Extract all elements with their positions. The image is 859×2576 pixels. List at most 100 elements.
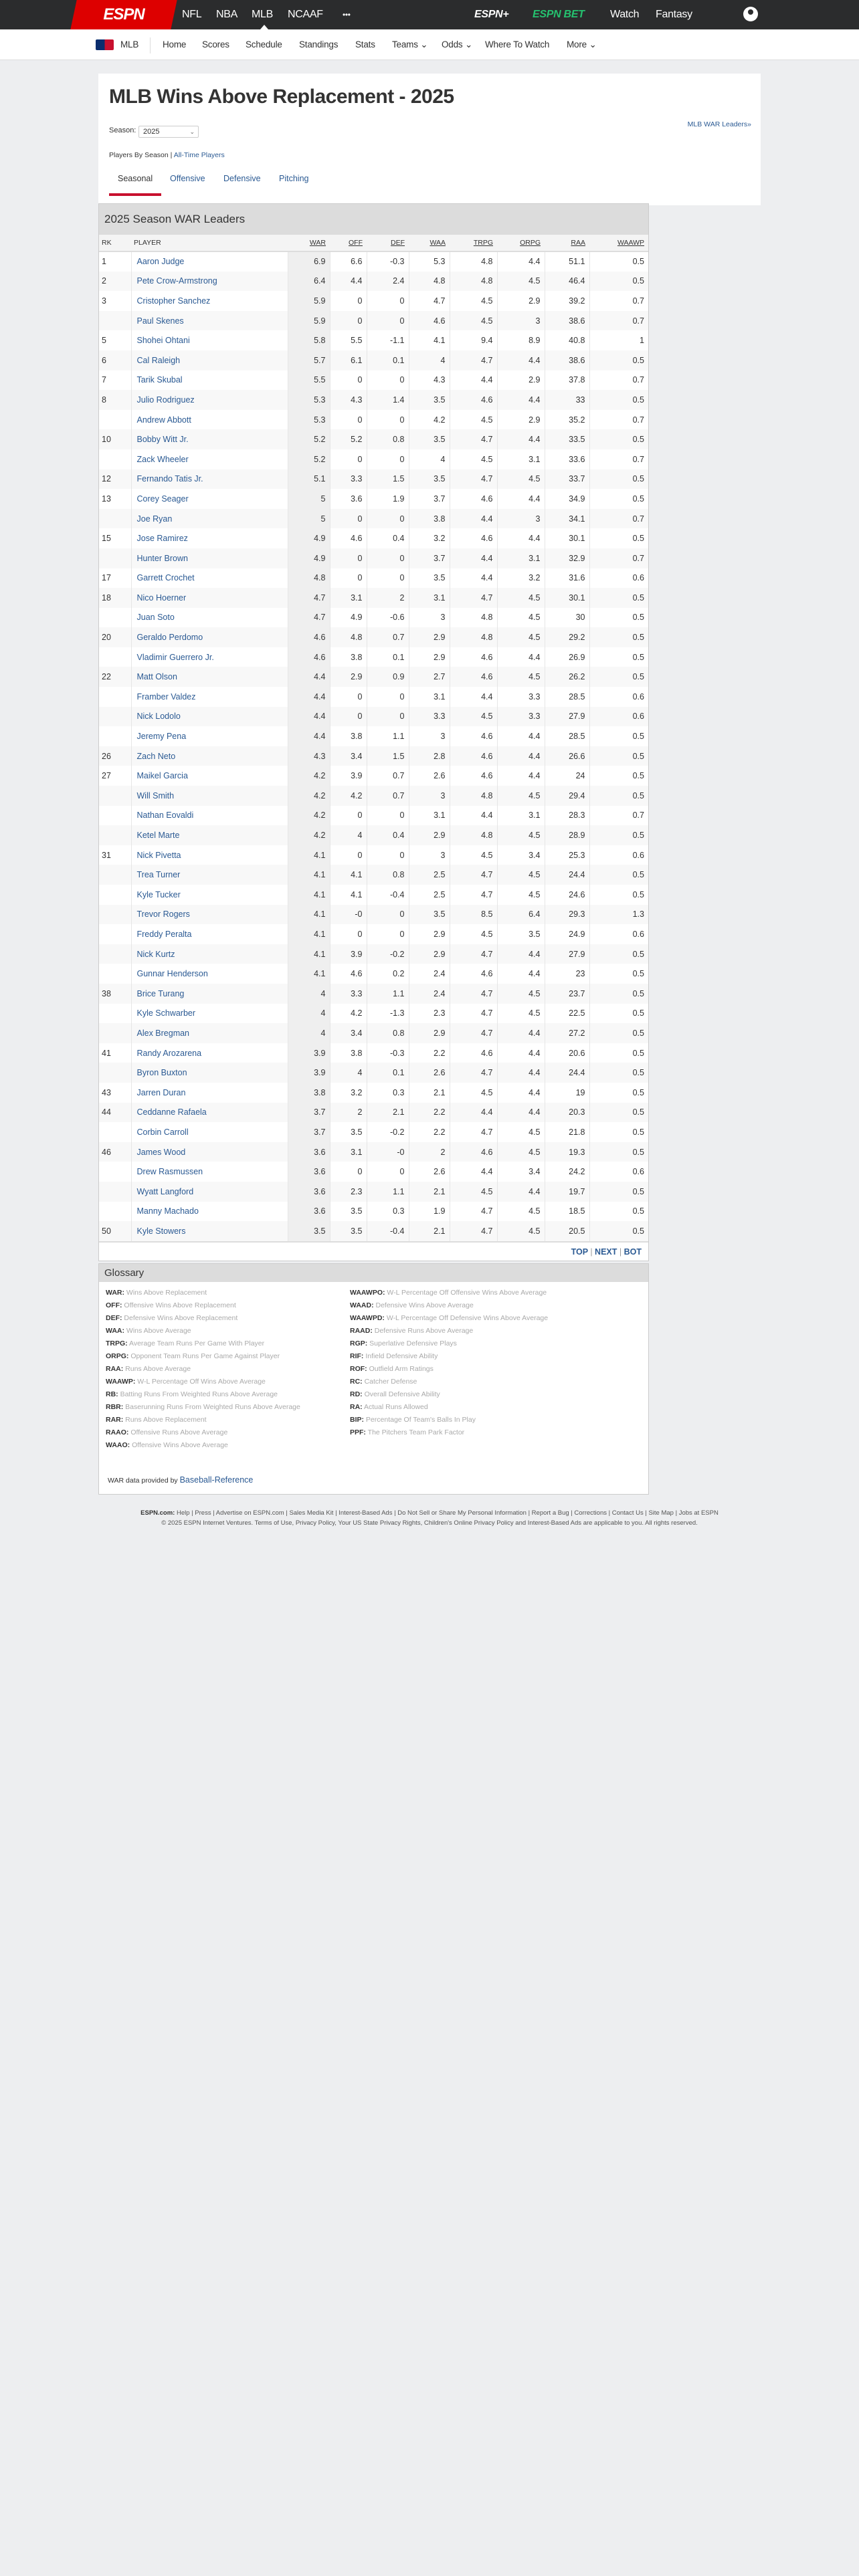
player-link[interactable]: Corbin Carroll [136, 1127, 189, 1137]
nav-watch[interactable]: Watch [610, 9, 640, 20]
player-link[interactable]: Tarik Skubal [136, 375, 183, 385]
player-link[interactable]: Julio Rodriguez [136, 395, 195, 405]
player-link[interactable]: Paul Skenes [136, 316, 184, 326]
sort-link[interactable]: WAR [309, 239, 326, 247]
player-link[interactable]: Kyle Stowers [136, 1226, 186, 1236]
tab-seasonal[interactable]: Seasonal [118, 174, 153, 183]
sort-link[interactable]: ORPG [520, 239, 541, 247]
player-link[interactable]: Framber Valdez [136, 691, 196, 702]
player-link[interactable]: Nick Kurtz [136, 949, 175, 959]
season-select[interactable]: 2025 ⌄ [138, 126, 199, 138]
espn-plus-link[interactable]: ESPN+ [474, 9, 509, 20]
player-link[interactable]: Juan Soto [136, 613, 175, 623]
tab-defensive[interactable]: Defensive [223, 174, 261, 183]
all-time-players-link[interactable]: All-Time Players [173, 151, 225, 159]
player-link[interactable]: Maikel Garcia [136, 771, 188, 781]
player-link[interactable]: Cristopher Sanchez [136, 296, 211, 306]
player-link[interactable]: Matt Olson [136, 672, 177, 682]
player-link[interactable]: Cal Raleigh [136, 355, 181, 365]
player-link[interactable]: Ceddanne Rafaela [136, 1107, 207, 1117]
subnav-standings[interactable]: Standings [299, 39, 339, 49]
column-header-def[interactable]: DEF [367, 235, 409, 252]
player-link[interactable]: Randy Arozarena [136, 1048, 202, 1058]
player-link[interactable]: Nathan Eovaldi [136, 811, 194, 821]
player-link[interactable]: Aaron Judge [136, 257, 185, 267]
column-header-raa[interactable]: RAA [545, 235, 589, 252]
player-link[interactable]: Wyatt Langford [136, 1186, 194, 1196]
subnav-scores[interactable]: Scores [202, 39, 229, 49]
column-header-waa[interactable]: WAA [409, 235, 450, 252]
player-link[interactable]: Ketel Marte [136, 831, 180, 841]
nav-mlb[interactable]: MLB [252, 9, 273, 20]
player-link[interactable]: Jeremy Pena [136, 732, 187, 742]
column-header-off[interactable]: OFF [330, 235, 367, 252]
player-link[interactable]: Zach Neto [136, 751, 176, 761]
player-link[interactable]: Trea Turner [136, 870, 181, 880]
column-header-waawp[interactable]: WAAWP [589, 235, 648, 252]
player-link[interactable]: James Wood [136, 1147, 186, 1157]
player-link[interactable]: Gunnar Henderson [136, 969, 208, 979]
player-link[interactable]: Nick Pivetta [136, 850, 181, 860]
subnav-stats[interactable]: Stats [355, 39, 375, 49]
baseball-reference-link[interactable]: Baseball-Reference [179, 1475, 254, 1485]
player-link[interactable]: Vladimir Guerrero Jr. [136, 652, 214, 662]
sort-link[interactable]: WAA [430, 239, 446, 247]
player-link[interactable]: Garrett Crochet [136, 573, 195, 583]
player-link[interactable]: Bobby Witt Jr. [136, 435, 189, 445]
column-header-orpg[interactable]: ORPG [497, 235, 545, 252]
player-link[interactable]: Kyle Schwarber [136, 1008, 196, 1018]
player-link[interactable]: Freddy Peralta [136, 929, 192, 939]
sort-link[interactable]: OFF [349, 239, 363, 247]
player-link[interactable]: Will Smith [136, 790, 175, 800]
tab-pitching[interactable]: Pitching [279, 174, 309, 183]
player-link[interactable]: Jarren Duran [136, 1087, 186, 1097]
player-link[interactable]: Pete Crow-Armstrong [136, 276, 217, 286]
pager-bot-link[interactable]: BOT [624, 1247, 642, 1257]
player-link[interactable]: Alex Bregman [136, 1028, 190, 1038]
player-link[interactable]: Brice Turang [136, 988, 185, 998]
subnav-home[interactable]: Home [163, 39, 187, 49]
nav-nfl[interactable]: NFL [182, 9, 202, 20]
more-sports-icon[interactable]: ••• [343, 10, 351, 19]
player-link[interactable]: Corey Seager [136, 494, 189, 504]
player-link[interactable]: Hunter Brown [136, 553, 188, 563]
nav-nba[interactable]: NBA [216, 9, 237, 20]
subnav-schedule[interactable]: Schedule [246, 39, 282, 49]
player-link[interactable]: Jose Ramirez [136, 534, 188, 544]
player-link[interactable]: Manny Machado [136, 1206, 199, 1216]
table-row: 43 Jarren Duran 3.8 3.2 0.3 2.1 4.5 4.4 19 0.5 [99, 1082, 648, 1103]
player-link[interactable]: Andrew Abbott [136, 415, 191, 425]
player-link[interactable]: Nick Lodolo [136, 712, 181, 722]
player-link[interactable]: Zack Wheeler [136, 454, 189, 464]
mlb-war-leaders-link[interactable]: MLB WAR Leaders» [687, 120, 751, 128]
sort-link[interactable]: TRPG [473, 239, 493, 247]
subnav-where-to-watch[interactable]: Where To Watch [485, 39, 550, 49]
user-profile-icon[interactable] [743, 7, 758, 21]
sort-link[interactable]: DEF [391, 239, 405, 247]
subnav-more[interactable]: More ⌄ [567, 39, 597, 49]
pager-next-link[interactable]: NEXT [595, 1247, 617, 1257]
sort-link[interactable]: RAA [571, 239, 585, 247]
player-link[interactable]: Trevor Rogers [136, 909, 190, 920]
player-link[interactable]: Nico Hoerner [136, 593, 187, 603]
tab-offensive[interactable]: Offensive [170, 174, 205, 183]
subnav-mlb[interactable]: MLB [120, 39, 139, 49]
player-link[interactable]: Shohei Ohtani [136, 336, 190, 346]
column-header-war[interactable]: WAR [288, 235, 330, 252]
sort-link[interactable]: WAAWP [617, 239, 644, 247]
player-link[interactable]: Fernando Tatis Jr. [136, 474, 203, 484]
nav-fantasy[interactable]: Fantasy [656, 9, 692, 20]
nav-ncaaf[interactable]: NCAAF [288, 9, 323, 20]
subnav-teams[interactable]: Teams ⌄ [392, 39, 428, 49]
espn-bet-link[interactable]: ESPN BET [533, 9, 585, 20]
pager-top-link[interactable]: TOP [571, 1247, 588, 1257]
player-link[interactable]: Byron Buxton [136, 1068, 187, 1078]
subnav-odds[interactable]: Odds ⌄ [442, 39, 473, 49]
player-link[interactable]: Geraldo Perdomo [136, 633, 203, 643]
player-link[interactable]: Joe Ryan [136, 514, 173, 524]
espn-logo[interactable]: ESPN [70, 0, 177, 29]
cell-war: 5.7 [287, 350, 330, 370]
player-link[interactable]: Drew Rasmussen [136, 1167, 203, 1177]
column-header-trpg[interactable]: TRPG [450, 235, 497, 252]
player-link[interactable]: Kyle Tucker [136, 889, 181, 899]
